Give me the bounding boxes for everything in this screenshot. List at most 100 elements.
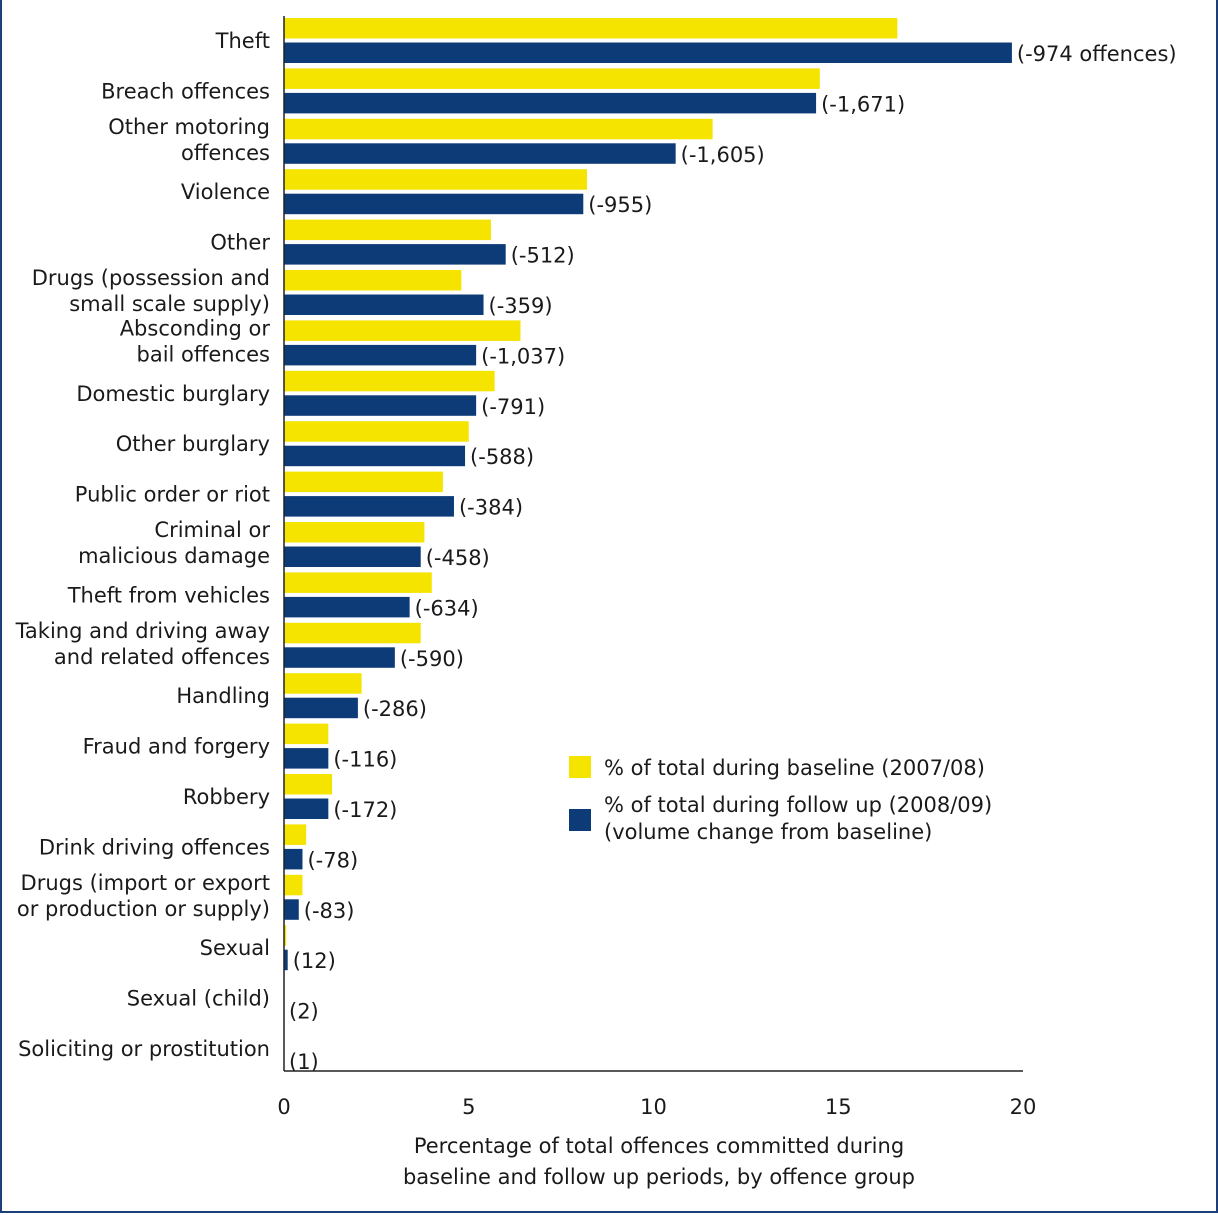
bar-baseline bbox=[284, 219, 491, 241]
data-label: (-590) bbox=[400, 647, 464, 671]
category-label: or production or supply) bbox=[17, 897, 270, 921]
data-label: (-588) bbox=[470, 445, 534, 469]
bar-follow-up bbox=[284, 42, 1012, 63]
data-label: (-512) bbox=[511, 244, 575, 268]
category-label: Theft bbox=[215, 29, 270, 53]
bar-follow-up bbox=[284, 395, 477, 416]
category-label: Theft from vehicles bbox=[67, 583, 270, 607]
category-label: Absconding or bbox=[120, 316, 271, 340]
data-label: (-634) bbox=[415, 596, 479, 620]
bar-baseline bbox=[284, 118, 713, 140]
data-label: (-1,671) bbox=[821, 92, 905, 116]
bar-baseline bbox=[284, 925, 287, 946]
category-label: Other motoring bbox=[108, 115, 270, 139]
bar-follow-up bbox=[284, 647, 395, 668]
category-label: Domestic burglary bbox=[76, 382, 270, 406]
category-label: Taking and driving away bbox=[15, 619, 270, 643]
data-label: (1) bbox=[289, 1050, 319, 1074]
category-label: Fraud and forgery bbox=[83, 735, 270, 759]
bar-baseline bbox=[284, 270, 462, 291]
legend-swatch-baseline bbox=[569, 756, 591, 778]
bar-baseline bbox=[284, 874, 303, 896]
legend-label-follow-up-note: (volume change from baseline) bbox=[604, 820, 932, 844]
data-label: (-116) bbox=[333, 748, 397, 772]
category-label: Public order or riot bbox=[75, 483, 270, 507]
category-label: Handling bbox=[176, 684, 270, 708]
bar-baseline bbox=[284, 169, 587, 190]
bar-follow-up bbox=[284, 596, 410, 618]
data-label: (12) bbox=[293, 949, 336, 973]
category-label: Drugs (import or export bbox=[21, 871, 270, 895]
bar-follow-up bbox=[284, 949, 288, 971]
category-label: offences bbox=[181, 141, 270, 165]
x-axis-title-line: baseline and follow up periods, by offen… bbox=[403, 1165, 915, 1189]
category-label: Robbery bbox=[183, 785, 270, 809]
bar-baseline bbox=[284, 723, 329, 745]
bar-follow-up bbox=[284, 697, 358, 719]
bar-follow-up bbox=[284, 294, 484, 315]
data-label: (-286) bbox=[363, 697, 427, 721]
data-label: (-384) bbox=[459, 496, 523, 520]
category-label: and related offences bbox=[54, 645, 270, 669]
x-tick-label: 10 bbox=[640, 1095, 667, 1119]
category-label: Breach offences bbox=[101, 79, 270, 103]
x-tick-label: 0 bbox=[277, 1095, 290, 1119]
x-tick-label: 20 bbox=[1010, 1095, 1037, 1119]
bar-baseline bbox=[284, 673, 362, 694]
data-label: (-83) bbox=[304, 899, 355, 923]
data-label: (-1,037) bbox=[481, 344, 565, 368]
x-axis-title: Percentage of total offences committed d… bbox=[403, 1134, 915, 1189]
data-label: (-791) bbox=[481, 395, 545, 419]
data-label: (-1,605) bbox=[681, 143, 765, 167]
category-label: Sexual (child) bbox=[127, 987, 270, 1011]
bar-follow-up bbox=[284, 496, 454, 517]
category-label: Criminal or bbox=[154, 518, 270, 542]
x-tick-labels: 0 5 10 15 20 bbox=[277, 1095, 1036, 1119]
x-axis-title-line: Percentage of total offences committed d… bbox=[414, 1134, 904, 1158]
bar-follow-up bbox=[284, 445, 466, 467]
legend-label-baseline: % of total during baseline (2007/08) bbox=[604, 756, 985, 780]
bar-follow-up bbox=[284, 546, 421, 567]
data-label: (-78) bbox=[307, 848, 358, 872]
bars-layer bbox=[284, 18, 1012, 971]
bar-follow-up bbox=[284, 193, 584, 215]
category-label: Violence bbox=[181, 180, 270, 204]
bar-follow-up bbox=[284, 92, 817, 114]
x-tick-label: 15 bbox=[825, 1095, 852, 1119]
bar-baseline bbox=[284, 421, 469, 442]
category-label: bail offences bbox=[137, 342, 271, 366]
bar-baseline bbox=[284, 572, 432, 593]
data-label: (-172) bbox=[333, 798, 397, 822]
bar-baseline bbox=[284, 774, 333, 795]
x-tick-label: 5 bbox=[462, 1095, 475, 1119]
category-labels: Theft Breach offences Other motoringoffenc… bbox=[15, 29, 271, 1061]
bar-follow-up bbox=[284, 899, 299, 920]
category-label: small scale supply) bbox=[69, 292, 270, 316]
category-label: Sexual bbox=[200, 936, 270, 960]
category-label: malicious damage bbox=[78, 544, 270, 568]
bar-follow-up bbox=[284, 344, 477, 366]
data-label: (-458) bbox=[426, 546, 490, 570]
bar-follow-up bbox=[284, 848, 303, 870]
bar-baseline bbox=[284, 18, 898, 39]
category-label: Drugs (possession and bbox=[32, 266, 270, 290]
bar-follow-up bbox=[284, 143, 676, 164]
legend-label-follow-up: % of total during follow up (2008/09) bbox=[604, 793, 992, 817]
bar-follow-up bbox=[284, 798, 329, 819]
category-label: Other bbox=[210, 231, 270, 255]
data-label: (-974 offences) bbox=[1017, 42, 1177, 66]
bar-baseline bbox=[284, 320, 521, 341]
legend: % of total during baseline (2007/08) % of… bbox=[569, 756, 992, 844]
bar-follow-up bbox=[284, 244, 506, 265]
data-label: (2) bbox=[289, 1000, 319, 1024]
category-label: Soliciting or prostitution bbox=[18, 1037, 270, 1061]
bar-baseline bbox=[284, 522, 425, 543]
bar-follow-up bbox=[284, 748, 329, 769]
bar-baseline bbox=[284, 471, 443, 493]
bar-baseline bbox=[284, 622, 421, 644]
data-labels: (-974 offences) (-1,671) (-1,605) (-955) (-5… bbox=[289, 42, 1177, 1074]
bar-baseline bbox=[284, 68, 820, 89]
bar-baseline bbox=[284, 824, 307, 845]
